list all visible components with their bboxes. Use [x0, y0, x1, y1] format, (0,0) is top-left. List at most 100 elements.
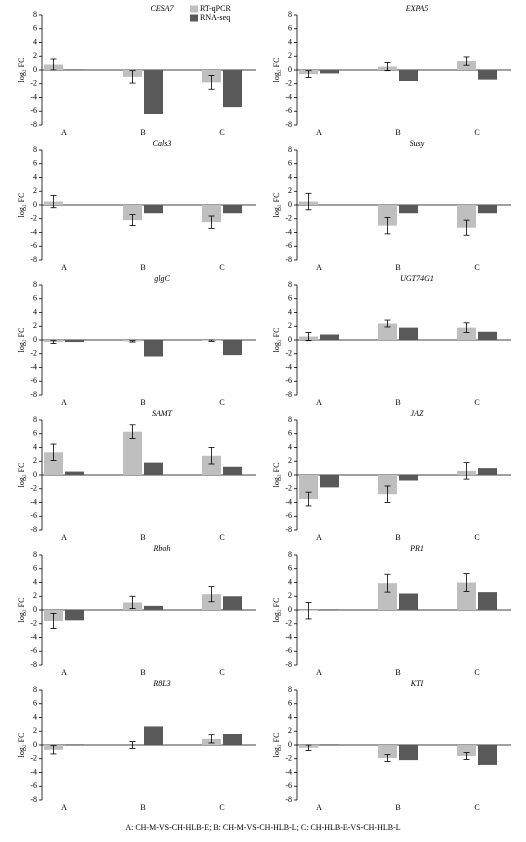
y-tick-label: 4 — [33, 442, 37, 451]
x-tick-label: B — [395, 128, 400, 137]
x-tick-label: B — [395, 263, 400, 272]
y-tick-label: -8 — [30, 525, 37, 534]
y-tick-label: -6 — [285, 241, 292, 250]
y-axis-label: log₂ FC — [272, 193, 281, 218]
error-bar — [305, 744, 312, 751]
bar — [123, 431, 142, 475]
y-tick-label: 6 — [288, 564, 292, 573]
y-tick-label: -4 — [30, 227, 37, 236]
y-tick-label: 2 — [33, 51, 37, 60]
y-tick-label: -8 — [285, 795, 292, 804]
y-tick-label: -6 — [285, 781, 292, 790]
y-tick-label: 4 — [33, 577, 37, 586]
error-bar — [463, 56, 470, 66]
bar — [320, 744, 339, 745]
y-tick-label: 2 — [288, 186, 292, 195]
bar — [378, 745, 397, 759]
y-tick-label: 0 — [33, 740, 37, 749]
y-tick-label: 0 — [33, 335, 37, 344]
y-tick-label: 2 — [288, 726, 292, 735]
y-tick-label: 6 — [288, 159, 292, 168]
y-tick-label: 8 — [288, 280, 292, 289]
x-tick-label: B — [395, 803, 400, 812]
y-tick-label: -4 — [285, 632, 292, 641]
y-axis-label: log₂ FC — [272, 328, 281, 353]
y-tick-label: 8 — [288, 685, 292, 694]
x-tick-label: C — [219, 668, 224, 677]
y-tick-label: 0 — [288, 605, 292, 614]
x-tick-label: C — [474, 263, 479, 272]
x-tick-label: A — [61, 398, 67, 407]
x-tick-label: B — [395, 668, 400, 677]
legend-label: RT-qPCR — [200, 4, 231, 13]
bar — [202, 455, 221, 475]
y-tick-label: 6 — [33, 159, 37, 168]
bar — [223, 340, 242, 356]
bar — [378, 205, 397, 226]
y-tick-label: 8 — [288, 550, 292, 559]
y-tick-label: -8 — [285, 390, 292, 399]
y-tick-label: 4 — [288, 442, 292, 451]
legend-label: RNA-seq — [200, 13, 230, 22]
y-tick-label: 2 — [33, 186, 37, 195]
x-tick-label: C — [474, 128, 479, 137]
error-bar — [384, 485, 391, 503]
bar — [478, 468, 497, 475]
y-tick-label: 0 — [288, 200, 292, 209]
y-tick-label: 2 — [288, 591, 292, 600]
y-tick-label: 6 — [288, 24, 292, 33]
y-tick-label: -8 — [285, 660, 292, 669]
error-bar — [305, 70, 312, 78]
error-bar — [384, 319, 391, 328]
error-bar — [129, 214, 136, 227]
y-tick-label: -8 — [285, 255, 292, 264]
y-tick-label: 4 — [288, 172, 292, 181]
bar — [399, 745, 418, 761]
error-bar — [305, 192, 312, 211]
y-tick-label: -6 — [30, 376, 37, 385]
bar — [223, 734, 242, 745]
y-tick-label: -8 — [30, 120, 37, 129]
y-axis-label: log₂ FC — [17, 733, 26, 758]
y-tick-label: -6 — [30, 781, 37, 790]
x-tick-label: A — [316, 398, 322, 407]
y-tick-label: -8 — [285, 120, 292, 129]
panel: -8 -6 -4 -2 0 2 4 6 8 log₂ FC CESA7 A B C RT-qPCRRNA-s… — [17, 4, 256, 137]
error-bar — [208, 339, 215, 342]
bar — [378, 583, 397, 610]
panel-title: PR1 — [409, 544, 424, 553]
y-tick-label: -2 — [285, 484, 292, 493]
y-tick-label: -4 — [285, 92, 292, 101]
error-bar — [208, 215, 215, 229]
bar — [320, 475, 339, 488]
y-tick-label: 8 — [288, 10, 292, 19]
y-tick-label: 8 — [33, 10, 37, 19]
y-axis-label: log₂ FC — [272, 463, 281, 488]
bar — [223, 70, 242, 108]
y-tick-label: -2 — [285, 754, 292, 763]
x-tick-label: A — [61, 263, 67, 272]
panel-title: CESA7 — [150, 4, 174, 13]
error-bar — [129, 340, 136, 343]
bar — [65, 744, 84, 745]
y-tick-label: 0 — [33, 470, 37, 479]
x-tick-label: A — [316, 803, 322, 812]
bar — [202, 205, 221, 223]
panel: -8 -6 -4 -2 0 2 4 6 8 log₂ FC KTI A B C — [272, 679, 511, 812]
x-tick-label: B — [140, 803, 145, 812]
panel: -8 -6 -4 -2 0 2 4 6 8 log₂ FC PR1 A B C — [272, 544, 511, 677]
bar — [65, 69, 84, 70]
error-bar — [208, 586, 215, 603]
bar — [478, 205, 497, 214]
y-tick-label: 4 — [288, 712, 292, 721]
y-tick-label: 4 — [288, 37, 292, 46]
y-tick-label: -2 — [30, 214, 37, 223]
y-tick-label: 0 — [288, 740, 292, 749]
x-tick-label: A — [316, 533, 322, 542]
x-tick-label: A — [61, 533, 67, 542]
x-tick-label: C — [219, 803, 224, 812]
panel-title: Rboh — [153, 544, 171, 553]
panel-title: R8L3 — [152, 679, 170, 688]
y-tick-label: 0 — [33, 605, 37, 614]
error-bar — [50, 613, 57, 629]
